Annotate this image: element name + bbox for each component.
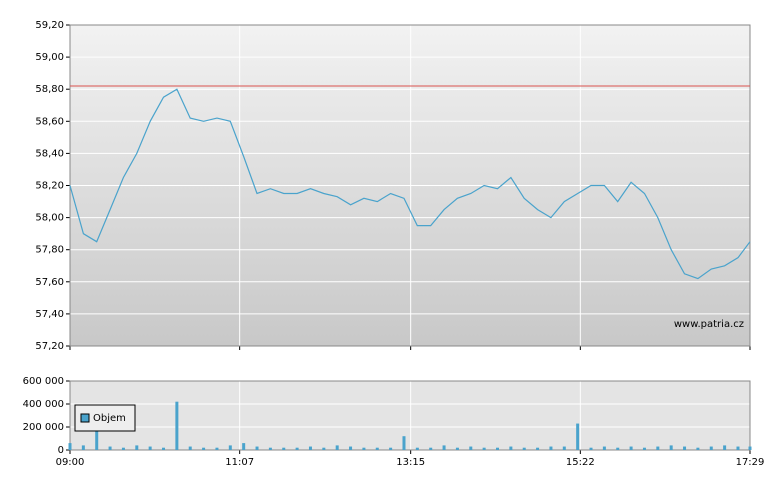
y-tick-label: 400 000 xyxy=(23,399,64,410)
volume-bar xyxy=(669,445,673,450)
y-tick-label: 58,80 xyxy=(35,84,64,95)
y-tick-label: 59,20 xyxy=(35,20,64,31)
volume-bar xyxy=(562,446,566,450)
volume-bar xyxy=(202,447,206,450)
y-tick-label: 58,20 xyxy=(35,181,64,192)
volume-bar xyxy=(68,443,72,450)
volume-bar xyxy=(108,446,112,450)
watermark: www.patria.cz xyxy=(674,319,744,330)
volume-bar xyxy=(295,447,299,450)
y-tick-label: 57,20 xyxy=(35,341,64,352)
volume-bar xyxy=(375,447,379,450)
volume-bar xyxy=(602,446,606,450)
volume-bar xyxy=(522,447,526,450)
volume-bar xyxy=(402,436,406,450)
volume-bar xyxy=(656,446,660,450)
volume-bar xyxy=(95,429,99,450)
volume-bar xyxy=(576,423,580,450)
volume-bar xyxy=(723,445,727,450)
volume-bar xyxy=(629,446,633,450)
volume-bar xyxy=(349,446,353,450)
volume-bar xyxy=(188,446,192,450)
volume-bar xyxy=(496,447,500,450)
volume-bar xyxy=(429,447,433,450)
volume-bar xyxy=(442,445,446,450)
volume-bar xyxy=(362,447,366,450)
volume-bar xyxy=(215,447,219,450)
price-line xyxy=(69,88,751,280)
y-tick-label: 58,00 xyxy=(35,213,64,224)
volume-bar xyxy=(228,445,232,450)
volume-bar xyxy=(709,446,713,450)
volume-bar xyxy=(415,447,419,450)
volume-bar xyxy=(455,447,459,450)
volume-bar xyxy=(148,446,152,450)
volume-bar xyxy=(482,447,486,450)
plot-area xyxy=(70,381,750,450)
volume-bar xyxy=(549,446,553,450)
volume-bar xyxy=(683,446,687,450)
volume-bar xyxy=(162,447,166,450)
y-tick-label: 58,40 xyxy=(35,148,64,159)
volume-bar xyxy=(616,447,620,450)
volume-bar xyxy=(81,445,85,450)
volume-bar xyxy=(509,446,513,450)
volume-bar xyxy=(175,401,179,450)
y-tick-label: 58,60 xyxy=(35,116,64,127)
volume-bar xyxy=(255,446,259,450)
volume-bar xyxy=(589,447,593,450)
volume-bar xyxy=(736,446,740,450)
legend-label: Objem xyxy=(93,413,126,424)
y-tick-label: 57,40 xyxy=(35,309,64,320)
volume-bar xyxy=(642,447,646,450)
volume-bar xyxy=(469,446,473,450)
volume-bar xyxy=(242,443,246,450)
y-tick-label: 600 000 xyxy=(23,376,64,387)
volume-bar xyxy=(335,445,339,450)
x-tick-label: 09:00 xyxy=(56,457,85,468)
volume-bar xyxy=(389,447,393,450)
x-tick-label: 17:29 xyxy=(736,457,765,468)
volume-bar xyxy=(135,445,139,450)
legend-swatch xyxy=(80,413,90,423)
y-tick-label: 57,60 xyxy=(35,277,64,288)
volume-bar xyxy=(536,447,540,450)
volume-bar xyxy=(282,447,286,450)
x-tick-label: 11:07 xyxy=(225,457,254,468)
y-tick-label: 200 000 xyxy=(23,422,64,433)
volume-bar xyxy=(308,446,312,450)
volume-bar xyxy=(322,447,326,450)
x-tick-label: 13:15 xyxy=(396,457,425,468)
volume-bar xyxy=(268,447,272,450)
y-tick-label: 59,00 xyxy=(35,52,64,63)
x-tick-label: 15:22 xyxy=(566,457,595,468)
plot-border xyxy=(69,380,751,451)
y-tick-label: 0 xyxy=(58,445,64,456)
volume-bar xyxy=(696,447,700,450)
volume-bar xyxy=(748,446,752,450)
volume-bar xyxy=(121,447,125,450)
y-tick-label: 57,80 xyxy=(35,245,64,256)
